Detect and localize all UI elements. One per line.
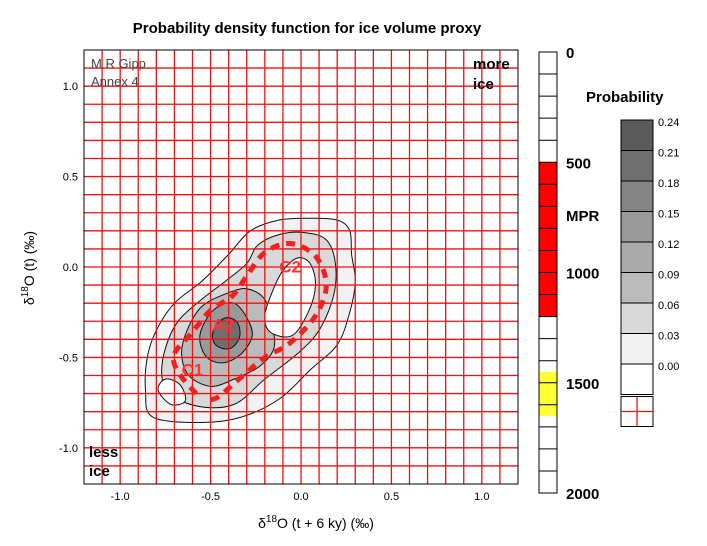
plot-area bbox=[83, 49, 519, 485]
legend-label-0.18: 0.18 bbox=[658, 178, 679, 190]
legend-swatch-0.21 bbox=[620, 150, 654, 182]
less-ice-label-line1: less bbox=[89, 444, 118, 461]
legend-label-0.09: 0.09 bbox=[658, 270, 679, 282]
region-labels: C2 A2 C1 bbox=[182, 257, 301, 379]
mpr-tick-label: 2000 bbox=[566, 486, 599, 503]
region-label-a2: A2 bbox=[212, 315, 234, 334]
x-axis-label-suffix: O (t + 6 ky) (‰) bbox=[277, 515, 374, 531]
chart-title: Probability density function for ice vol… bbox=[133, 20, 482, 37]
x-tick-labels: -1.0 -0.5 0.0 0.5 1.0 bbox=[111, 491, 490, 503]
legend-swatch-0.03 bbox=[620, 333, 654, 365]
mpr-path-layer bbox=[170, 240, 329, 402]
y-axis-label: δ18O (t) (‰) bbox=[20, 231, 37, 305]
legend-swatch-0.06 bbox=[620, 302, 654, 334]
mpr-scale-ticks: 0 500 1000 1500 2000 bbox=[566, 45, 599, 503]
legend-swatch-0.00 bbox=[620, 363, 654, 395]
region-label-c1: C1 bbox=[182, 361, 204, 380]
legend-label-0.24: 0.24 bbox=[658, 117, 679, 129]
legend-label-0.12: 0.12 bbox=[658, 239, 679, 251]
y-tick-labels: 1.0 0.5 0.0 -0.5 -1.0 bbox=[59, 81, 78, 455]
mpr-tick-label: 1500 bbox=[566, 376, 599, 393]
legend-swatch-0.15 bbox=[620, 211, 654, 243]
legend-label-0.03: 0.03 bbox=[658, 331, 679, 343]
mpr-tick-label: 1000 bbox=[566, 266, 599, 283]
more-ice-label-line2: ice bbox=[473, 76, 494, 93]
legend-swatch-0.18 bbox=[620, 180, 654, 212]
y-axis-label-sup: 18 bbox=[20, 286, 31, 298]
legend-swatch-0.12 bbox=[620, 241, 654, 273]
legend-label-0.21: 0.21 bbox=[658, 148, 679, 160]
y-tick-label: 0.5 bbox=[63, 172, 78, 184]
credit-name: M R Gipp bbox=[91, 56, 146, 71]
grid-lines bbox=[84, 50, 518, 484]
y-tick-label: -0.5 bbox=[59, 352, 78, 364]
y-axis-label-prefix: δ bbox=[21, 297, 37, 305]
credit-annex: Annex 4 bbox=[91, 74, 139, 89]
y-axis-label-suffix: O (t) (‰) bbox=[21, 231, 37, 286]
less-ice-label-line2: ice bbox=[89, 463, 110, 480]
legend-swatch-0.24 bbox=[620, 119, 654, 151]
x-tick-label: 1.0 bbox=[474, 491, 489, 503]
x-axis-label: δ18O (t + 6 ky) (‰) bbox=[258, 514, 374, 531]
mpr-path bbox=[170, 240, 329, 402]
x-axis-label-sup: 18 bbox=[266, 514, 278, 525]
x-axis-label-prefix: δ bbox=[258, 515, 266, 531]
x-tick-label: -0.5 bbox=[201, 491, 220, 503]
mpr-bar-border bbox=[538, 51, 558, 494]
y-tick-label: -1.0 bbox=[59, 443, 78, 455]
x-tick-label: 0.0 bbox=[293, 491, 308, 503]
mpr-tick-label: 500 bbox=[566, 155, 591, 172]
mpr-highlight-0 bbox=[539, 162, 557, 317]
legend-label-0.06: 0.06 bbox=[658, 300, 679, 312]
y-tick-label: 0.0 bbox=[63, 262, 78, 274]
probability-legend: 0.24 0.21 0.18 0.15 0.12 0.09 0.06 0.03 0.00 bbox=[620, 117, 679, 427]
mpr-tick-label: 0 bbox=[566, 45, 574, 62]
y-tick-label: 1.0 bbox=[63, 81, 78, 93]
density-contour-0.21 bbox=[211, 317, 241, 350]
mpr-scale-bar bbox=[538, 51, 558, 494]
plot-border bbox=[83, 49, 519, 485]
mpr-highlight-1 bbox=[539, 371, 557, 416]
inner-ring-0 bbox=[157, 378, 187, 406]
region-label-c2: C2 bbox=[279, 257, 301, 276]
x-tick-label: 0.5 bbox=[384, 491, 399, 503]
legend-title: Probability bbox=[586, 89, 664, 106]
more-ice-label-line1: more bbox=[473, 56, 510, 73]
density-contours bbox=[144, 217, 356, 424]
legend-label-0.00: 0.00 bbox=[658, 361, 679, 373]
x-tick-label: -1.0 bbox=[111, 491, 130, 503]
legend-label-0.15: 0.15 bbox=[658, 209, 679, 221]
mpr-label: MPR bbox=[566, 208, 600, 225]
legend-swatch-0.09 bbox=[620, 272, 654, 304]
